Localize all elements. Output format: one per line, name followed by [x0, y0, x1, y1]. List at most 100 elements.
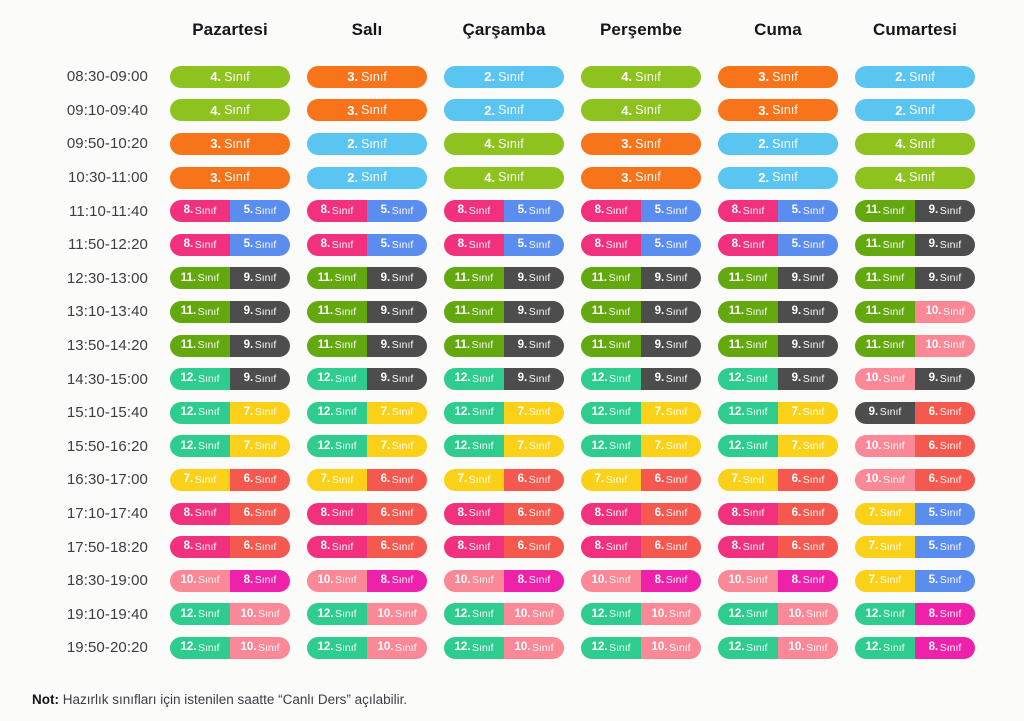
schedule-cell[interactable]: 3. Sınıf [581, 132, 701, 155]
schedule-cell[interactable]: 10. Sınıf 6. Sınıf [855, 468, 975, 491]
schedule-cell[interactable]: 10. Sınıf 8. Sınıf [170, 569, 290, 592]
schedule-cell[interactable]: 2. Sınıf [718, 132, 838, 155]
schedule-cell[interactable]: 8. Sınıf 5. Sınıf [581, 233, 701, 256]
schedule-cell[interactable]: 8. Sınıf 6. Sınıf [581, 502, 701, 525]
schedule-cell[interactable]: 3. Sınıf [170, 132, 290, 155]
schedule-cell[interactable]: 4. Sınıf [855, 166, 975, 189]
schedule-cell[interactable]: 10. Sınıf 8. Sınıf [444, 569, 564, 592]
schedule-cell[interactable]: 12. Sınıf 7. Sınıf [444, 435, 564, 458]
schedule-cell[interactable]: 12. Sınıf 10. Sınıf [718, 636, 838, 659]
schedule-cell[interactable]: 3. Sınıf [307, 99, 427, 122]
schedule-cell[interactable]: 12. Sınıf 7. Sınıf [307, 401, 427, 424]
schedule-cell[interactable]: 11. Sınıf 9. Sınıf [581, 300, 701, 323]
schedule-cell[interactable]: 11. Sınıf 9. Sınıf [855, 267, 975, 290]
schedule-cell[interactable]: 8. Sınıf 5. Sınıf [170, 233, 290, 256]
schedule-cell[interactable]: 4. Sınıf [170, 65, 290, 88]
schedule-cell[interactable]: 2. Sınıf [307, 166, 427, 189]
schedule-cell[interactable]: 11. Sınıf 9. Sınıf [444, 267, 564, 290]
schedule-cell[interactable]: 11. Sınıf 9. Sınıf [581, 334, 701, 357]
schedule-cell[interactable]: 12. Sınıf 7. Sınıf [170, 435, 290, 458]
schedule-cell[interactable]: 8. Sınıf 5. Sınıf [444, 233, 564, 256]
schedule-cell[interactable]: 12. Sınıf 10. Sınıf [444, 603, 564, 626]
schedule-cell[interactable]: 12. Sınıf 10. Sınıf [581, 636, 701, 659]
schedule-cell[interactable]: 8. Sınıf 6. Sınıf [444, 502, 564, 525]
schedule-cell[interactable]: 7. Sınıf 6. Sınıf [170, 468, 290, 491]
schedule-cell[interactable]: 4. Sınıf [581, 65, 701, 88]
schedule-cell[interactable]: 7. Sınıf 6. Sınıf [581, 468, 701, 491]
schedule-cell[interactable]: 7. Sınıf 5. Sınıf [855, 536, 975, 559]
schedule-cell[interactable]: 4. Sınıf [444, 132, 564, 155]
schedule-cell[interactable]: 12. Sınıf 9. Sınıf [170, 368, 290, 391]
schedule-cell[interactable]: 8. Sınıf 5. Sınıf [718, 200, 838, 223]
schedule-cell[interactable]: 12. Sınıf 10. Sınıf [307, 603, 427, 626]
schedule-cell[interactable]: 11. Sınıf 9. Sınıf [444, 300, 564, 323]
schedule-cell[interactable]: 8. Sınıf 5. Sınıf [170, 200, 290, 223]
schedule-cell[interactable]: 12. Sınıf 7. Sınıf [718, 401, 838, 424]
schedule-cell[interactable]: 3. Sınıf [718, 99, 838, 122]
schedule-cell[interactable]: 8. Sınıf 6. Sınıf [444, 536, 564, 559]
schedule-cell[interactable]: 12. Sınıf 8. Sınıf [855, 603, 975, 626]
schedule-cell[interactable]: 12. Sınıf 9. Sınıf [718, 368, 838, 391]
schedule-cell[interactable]: 10. Sınıf 9. Sınıf [855, 368, 975, 391]
schedule-cell[interactable]: 8. Sınıf 6. Sınıf [718, 502, 838, 525]
schedule-cell[interactable]: 2. Sınıf [718, 166, 838, 189]
schedule-cell[interactable]: 8. Sınıf 5. Sınıf [581, 200, 701, 223]
schedule-cell[interactable]: 8. Sınıf 5. Sınıf [307, 200, 427, 223]
schedule-cell[interactable]: 7. Sınıf 6. Sınıf [444, 468, 564, 491]
schedule-cell[interactable]: 8. Sınıf 6. Sınıf [170, 502, 290, 525]
schedule-cell[interactable]: 7. Sınıf 5. Sınıf [855, 502, 975, 525]
schedule-cell[interactable]: 7. Sınıf 5. Sınıf [855, 569, 975, 592]
schedule-cell[interactable]: 11. Sınıf 9. Sınıf [855, 233, 975, 256]
schedule-cell[interactable]: 12. Sınıf 10. Sınıf [170, 603, 290, 626]
schedule-cell[interactable]: 8. Sınıf 6. Sınıf [307, 536, 427, 559]
schedule-cell[interactable]: 12. Sınıf 9. Sınıf [307, 368, 427, 391]
schedule-cell[interactable]: 12. Sınıf 10. Sınıf [718, 603, 838, 626]
schedule-cell[interactable]: 12. Sınıf 10. Sınıf [307, 636, 427, 659]
schedule-cell[interactable]: 8. Sınıf 5. Sınıf [444, 200, 564, 223]
schedule-cell[interactable]: 12. Sınıf 8. Sınıf [855, 636, 975, 659]
schedule-cell[interactable]: 2. Sınıf [855, 99, 975, 122]
schedule-cell[interactable]: 3. Sınıf [307, 65, 427, 88]
schedule-cell[interactable]: 12. Sınıf 10. Sınıf [581, 603, 701, 626]
schedule-cell[interactable]: 10. Sınıf 8. Sınıf [718, 569, 838, 592]
schedule-cell[interactable]: 11. Sınıf 9. Sınıf [307, 334, 427, 357]
schedule-cell[interactable]: 11. Sınıf 9. Sınıf [307, 300, 427, 323]
schedule-cell[interactable]: 2. Sınıf [444, 99, 564, 122]
schedule-cell[interactable]: 11. Sınıf 10. Sınıf [855, 300, 975, 323]
schedule-cell[interactable]: 4. Sınıf [855, 132, 975, 155]
schedule-cell[interactable]: 12. Sınıf 10. Sınıf [444, 636, 564, 659]
schedule-cell[interactable]: 11. Sınıf 9. Sınıf [170, 267, 290, 290]
schedule-cell[interactable]: 7. Sınıf 6. Sınıf [718, 468, 838, 491]
schedule-cell[interactable]: 12. Sınıf 7. Sınıf [444, 401, 564, 424]
schedule-cell[interactable]: 3. Sınıf [170, 166, 290, 189]
schedule-cell[interactable]: 8. Sınıf 6. Sınıf [581, 536, 701, 559]
schedule-cell[interactable]: 12. Sınıf 7. Sınıf [307, 435, 427, 458]
schedule-cell[interactable]: 12. Sınıf 7. Sınıf [581, 401, 701, 424]
schedule-cell[interactable]: 11. Sınıf 9. Sınıf [581, 267, 701, 290]
schedule-cell[interactable]: 2. Sınıf [444, 65, 564, 88]
schedule-cell[interactable]: 7. Sınıf 6. Sınıf [307, 468, 427, 491]
schedule-cell[interactable]: 11. Sınıf 9. Sınıf [718, 334, 838, 357]
schedule-cell[interactable]: 8. Sınıf 5. Sınıf [718, 233, 838, 256]
schedule-cell[interactable]: 12. Sınıf 7. Sınıf [170, 401, 290, 424]
schedule-cell[interactable]: 10. Sınıf 6. Sınıf [855, 435, 975, 458]
schedule-cell[interactable]: 4. Sınıf [581, 99, 701, 122]
schedule-cell[interactable]: 12. Sınıf 9. Sınıf [444, 368, 564, 391]
schedule-cell[interactable]: 8. Sınıf 5. Sınıf [307, 233, 427, 256]
schedule-cell[interactable]: 11. Sınıf 9. Sınıf [855, 200, 975, 223]
schedule-cell[interactable]: 8. Sınıf 6. Sınıf [170, 536, 290, 559]
schedule-cell[interactable]: 11. Sınıf 9. Sınıf [444, 334, 564, 357]
schedule-cell[interactable]: 3. Sınıf [581, 166, 701, 189]
schedule-cell[interactable]: 12. Sınıf 7. Sınıf [581, 435, 701, 458]
schedule-cell[interactable]: 9. Sınıf 6. Sınıf [855, 401, 975, 424]
schedule-cell[interactable]: 4. Sınıf [444, 166, 564, 189]
schedule-cell[interactable]: 8. Sınıf 6. Sınıf [718, 536, 838, 559]
schedule-cell[interactable]: 2. Sınıf [307, 132, 427, 155]
schedule-cell[interactable]: 11. Sınıf 9. Sınıf [718, 267, 838, 290]
schedule-cell[interactable]: 12. Sınıf 9. Sınıf [581, 368, 701, 391]
schedule-cell[interactable]: 12. Sınıf 7. Sınıf [718, 435, 838, 458]
schedule-cell[interactable]: 4. Sınıf [170, 99, 290, 122]
schedule-cell[interactable]: 11. Sınıf 9. Sınıf [170, 334, 290, 357]
schedule-cell[interactable]: 10. Sınıf 8. Sınıf [581, 569, 701, 592]
schedule-cell[interactable]: 11. Sınıf 10. Sınıf [855, 334, 975, 357]
